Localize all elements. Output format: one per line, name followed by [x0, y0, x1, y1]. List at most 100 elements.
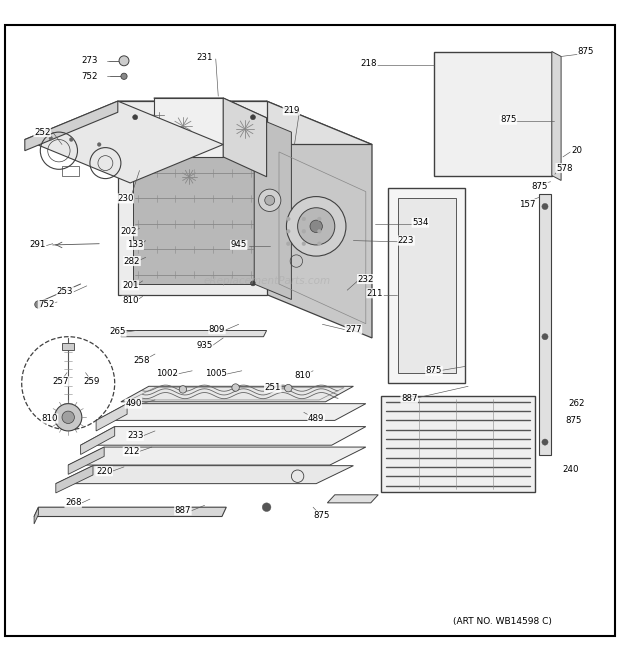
- Text: 945: 945: [231, 241, 247, 249]
- Text: 231: 231: [197, 53, 213, 62]
- Circle shape: [97, 143, 101, 146]
- Polygon shape: [118, 101, 267, 295]
- Text: 157: 157: [519, 200, 535, 208]
- Text: 232: 232: [358, 274, 374, 284]
- Circle shape: [265, 196, 275, 206]
- Text: 233: 233: [127, 432, 143, 440]
- Text: 809: 809: [209, 325, 225, 334]
- Circle shape: [542, 439, 548, 446]
- Text: 257: 257: [53, 377, 69, 386]
- Text: 935: 935: [197, 342, 213, 350]
- Text: eReplacementParts.com: eReplacementParts.com: [203, 276, 330, 286]
- Circle shape: [259, 189, 281, 212]
- Polygon shape: [154, 98, 223, 157]
- Polygon shape: [552, 52, 561, 180]
- Text: 251: 251: [265, 383, 281, 392]
- Circle shape: [232, 384, 239, 391]
- Polygon shape: [121, 330, 267, 336]
- Text: (ART NO. WB14598 C): (ART NO. WB14598 C): [453, 617, 552, 627]
- Polygon shape: [25, 101, 223, 183]
- Text: 810: 810: [42, 414, 58, 423]
- Text: 265: 265: [110, 327, 126, 336]
- Polygon shape: [223, 98, 267, 176]
- Circle shape: [310, 220, 322, 233]
- Circle shape: [286, 196, 346, 256]
- Polygon shape: [34, 507, 38, 524]
- Text: 133: 133: [127, 241, 143, 249]
- Polygon shape: [56, 465, 353, 484]
- Circle shape: [317, 229, 321, 233]
- Text: 875: 875: [565, 416, 582, 425]
- Circle shape: [121, 73, 127, 79]
- Circle shape: [250, 115, 255, 120]
- Circle shape: [302, 242, 306, 245]
- Circle shape: [133, 115, 138, 120]
- Text: 752: 752: [38, 300, 55, 309]
- Text: 752: 752: [82, 72, 98, 81]
- Circle shape: [133, 281, 138, 286]
- Polygon shape: [68, 447, 104, 475]
- Text: 259: 259: [84, 377, 100, 386]
- Polygon shape: [81, 426, 366, 446]
- Text: 220: 220: [96, 467, 112, 476]
- Polygon shape: [25, 101, 118, 151]
- Text: 230: 230: [117, 194, 133, 203]
- Text: 240: 240: [562, 465, 578, 475]
- Polygon shape: [118, 101, 372, 145]
- Circle shape: [302, 229, 306, 233]
- Text: 875: 875: [313, 511, 329, 520]
- Text: 1005: 1005: [205, 369, 227, 378]
- Text: 578: 578: [556, 163, 572, 173]
- Text: 219: 219: [283, 106, 299, 115]
- Bar: [62, 165, 79, 176]
- Bar: [62, 343, 74, 350]
- Text: 810: 810: [122, 296, 138, 305]
- Text: 282: 282: [124, 256, 140, 266]
- Text: 534: 534: [412, 218, 428, 227]
- Text: 875: 875: [500, 115, 516, 124]
- Polygon shape: [56, 465, 93, 493]
- Circle shape: [286, 242, 290, 245]
- Text: 875: 875: [531, 182, 547, 190]
- Text: 201: 201: [122, 281, 138, 290]
- Polygon shape: [388, 188, 465, 383]
- Text: 277: 277: [345, 325, 361, 334]
- Text: 258: 258: [133, 356, 149, 365]
- Text: 887: 887: [175, 506, 191, 515]
- Circle shape: [55, 404, 82, 431]
- Polygon shape: [434, 52, 552, 176]
- Circle shape: [285, 385, 292, 392]
- Text: 218: 218: [361, 59, 377, 68]
- Polygon shape: [327, 495, 378, 503]
- Circle shape: [298, 208, 335, 245]
- Polygon shape: [267, 101, 372, 338]
- Text: 20: 20: [571, 146, 582, 155]
- Polygon shape: [121, 386, 353, 402]
- Text: 875: 875: [426, 366, 442, 375]
- Text: 1002: 1002: [156, 369, 179, 378]
- Bar: [282, 247, 319, 275]
- Text: 291: 291: [29, 241, 45, 249]
- Circle shape: [317, 242, 321, 245]
- Circle shape: [317, 217, 321, 221]
- Text: 810: 810: [294, 371, 311, 379]
- Text: 262: 262: [569, 399, 585, 408]
- Circle shape: [179, 385, 187, 393]
- Text: 211: 211: [367, 289, 383, 298]
- Circle shape: [69, 137, 73, 141]
- Polygon shape: [254, 116, 291, 299]
- Circle shape: [119, 56, 129, 65]
- Text: 223: 223: [398, 236, 414, 245]
- Text: 253: 253: [57, 287, 73, 296]
- Text: 489: 489: [308, 414, 324, 423]
- Text: 212: 212: [123, 447, 140, 456]
- Polygon shape: [81, 426, 115, 455]
- Polygon shape: [133, 116, 254, 284]
- Circle shape: [250, 281, 255, 286]
- Text: 875: 875: [578, 47, 594, 56]
- Circle shape: [35, 301, 42, 308]
- Bar: [381, 395, 535, 492]
- Circle shape: [286, 229, 290, 233]
- Circle shape: [302, 217, 306, 221]
- Polygon shape: [68, 447, 366, 465]
